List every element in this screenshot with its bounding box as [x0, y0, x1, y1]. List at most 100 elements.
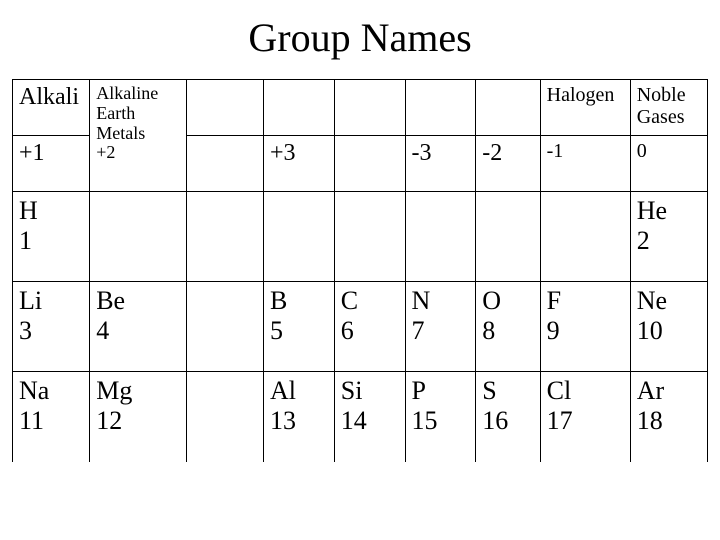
table-cell: B5 [263, 282, 334, 372]
cell-text: 17 [547, 406, 624, 436]
table-cell: Li3 [13, 282, 90, 372]
cell-text: Cl [547, 376, 624, 406]
table-cell: -3 [405, 136, 476, 192]
table-cell: -2 [476, 136, 540, 192]
cell-text: 9 [547, 316, 624, 346]
table-cell: +3 [263, 136, 334, 192]
cell-text: +2 [96, 143, 180, 163]
table-cell: Na11 [13, 372, 90, 462]
cell-text: 11 [19, 406, 83, 436]
cell-text: -3 [412, 140, 470, 168]
table-cell: Alkali [13, 80, 90, 136]
cell-text: F [547, 286, 624, 316]
table-cell: F9 [540, 282, 630, 372]
table-cell: N7 [405, 282, 476, 372]
table-cell [186, 282, 263, 372]
table-cell: NobleGases [630, 80, 707, 136]
cell-text: Earth [96, 104, 180, 124]
table-cell [186, 80, 263, 136]
cell-text: Be [96, 286, 180, 316]
cell-text: N [412, 286, 470, 316]
cell-text: Ne [637, 286, 701, 316]
cell-text: Halogen [547, 84, 624, 106]
table-cell: S16 [476, 372, 540, 462]
table-cell: O8 [476, 282, 540, 372]
cell-text: 10 [637, 316, 701, 346]
table-cell [90, 192, 187, 282]
table-cell: Ne10 [630, 282, 707, 372]
cell-text: Ar [637, 376, 701, 406]
cell-text: 4 [96, 316, 180, 346]
cell-text: 6 [341, 316, 399, 346]
table-cell: Si14 [334, 372, 405, 462]
cell-text: S [482, 376, 533, 406]
cell-text: 15 [412, 406, 470, 436]
table-cell [263, 80, 334, 136]
table-cell [334, 192, 405, 282]
table-row: AlkaliAlkalineEarthMetals+2HalogenNobleG… [13, 80, 708, 136]
cell-text: C [341, 286, 399, 316]
cell-text: H [19, 196, 83, 226]
table-cell: Mg12 [90, 372, 187, 462]
table-cell [334, 80, 405, 136]
table-row: Li3Be4B5C6N7O8F9Ne10 [13, 282, 708, 372]
cell-text: Metals [96, 124, 180, 144]
cell-text: Na [19, 376, 83, 406]
cell-text: Gases [637, 106, 701, 128]
cell-text: 0 [637, 140, 701, 162]
table-cell [263, 192, 334, 282]
cell-text: 2 [637, 226, 701, 256]
cell-text: 13 [270, 406, 328, 436]
cell-text: +3 [270, 140, 328, 168]
periodic-groups-table: AlkaliAlkalineEarthMetals+2HalogenNobleG… [12, 79, 708, 462]
table-cell: H1 [13, 192, 90, 282]
cell-text: B [270, 286, 328, 316]
table-cell: Al13 [263, 372, 334, 462]
cell-text: 16 [482, 406, 533, 436]
table-cell [186, 192, 263, 282]
cell-text: He [637, 196, 701, 226]
table-cell: +1 [13, 136, 90, 192]
cell-text: 7 [412, 316, 470, 346]
cell-text: -1 [547, 140, 624, 162]
cell-text: P [412, 376, 470, 406]
table-row: H1 He2 [13, 192, 708, 282]
table-cell: Halogen [540, 80, 630, 136]
cell-text: Al [270, 376, 328, 406]
table-cell: -1 [540, 136, 630, 192]
cell-text: O [482, 286, 533, 316]
table-cell: Be4 [90, 282, 187, 372]
table-cell [405, 80, 476, 136]
cell-text: 14 [341, 406, 399, 436]
cell-text: 12 [96, 406, 180, 436]
table-cell: 0 [630, 136, 707, 192]
cell-text: Alkaline [96, 84, 180, 104]
table-cell: Cl17 [540, 372, 630, 462]
cell-text: 8 [482, 316, 533, 346]
table-cell [540, 192, 630, 282]
table-cell [476, 80, 540, 136]
table-cell [476, 192, 540, 282]
cell-text: 1 [19, 226, 83, 256]
table-cell: C6 [334, 282, 405, 372]
table-cell: Ar18 [630, 372, 707, 462]
table-cell [405, 192, 476, 282]
cell-text: Li [19, 286, 83, 316]
table-cell [186, 136, 263, 192]
cell-text: Mg [96, 376, 180, 406]
page-title: Group Names [12, 14, 708, 61]
table-cell [186, 372, 263, 462]
cell-text: Si [341, 376, 399, 406]
table-cell: He2 [630, 192, 707, 282]
cell-text: Alkali [19, 84, 83, 112]
cell-text: Noble [637, 84, 701, 106]
cell-text: -2 [482, 140, 533, 168]
table-row: Na11Mg12Al13Si14P15S16Cl17Ar18 [13, 372, 708, 462]
table-cell [334, 136, 405, 192]
cell-text: 5 [270, 316, 328, 346]
table-cell: P15 [405, 372, 476, 462]
cell-text: +1 [19, 140, 83, 168]
table-cell: AlkalineEarthMetals+2 [90, 80, 187, 192]
cell-text: 3 [19, 316, 83, 346]
cell-text: 18 [637, 406, 701, 436]
